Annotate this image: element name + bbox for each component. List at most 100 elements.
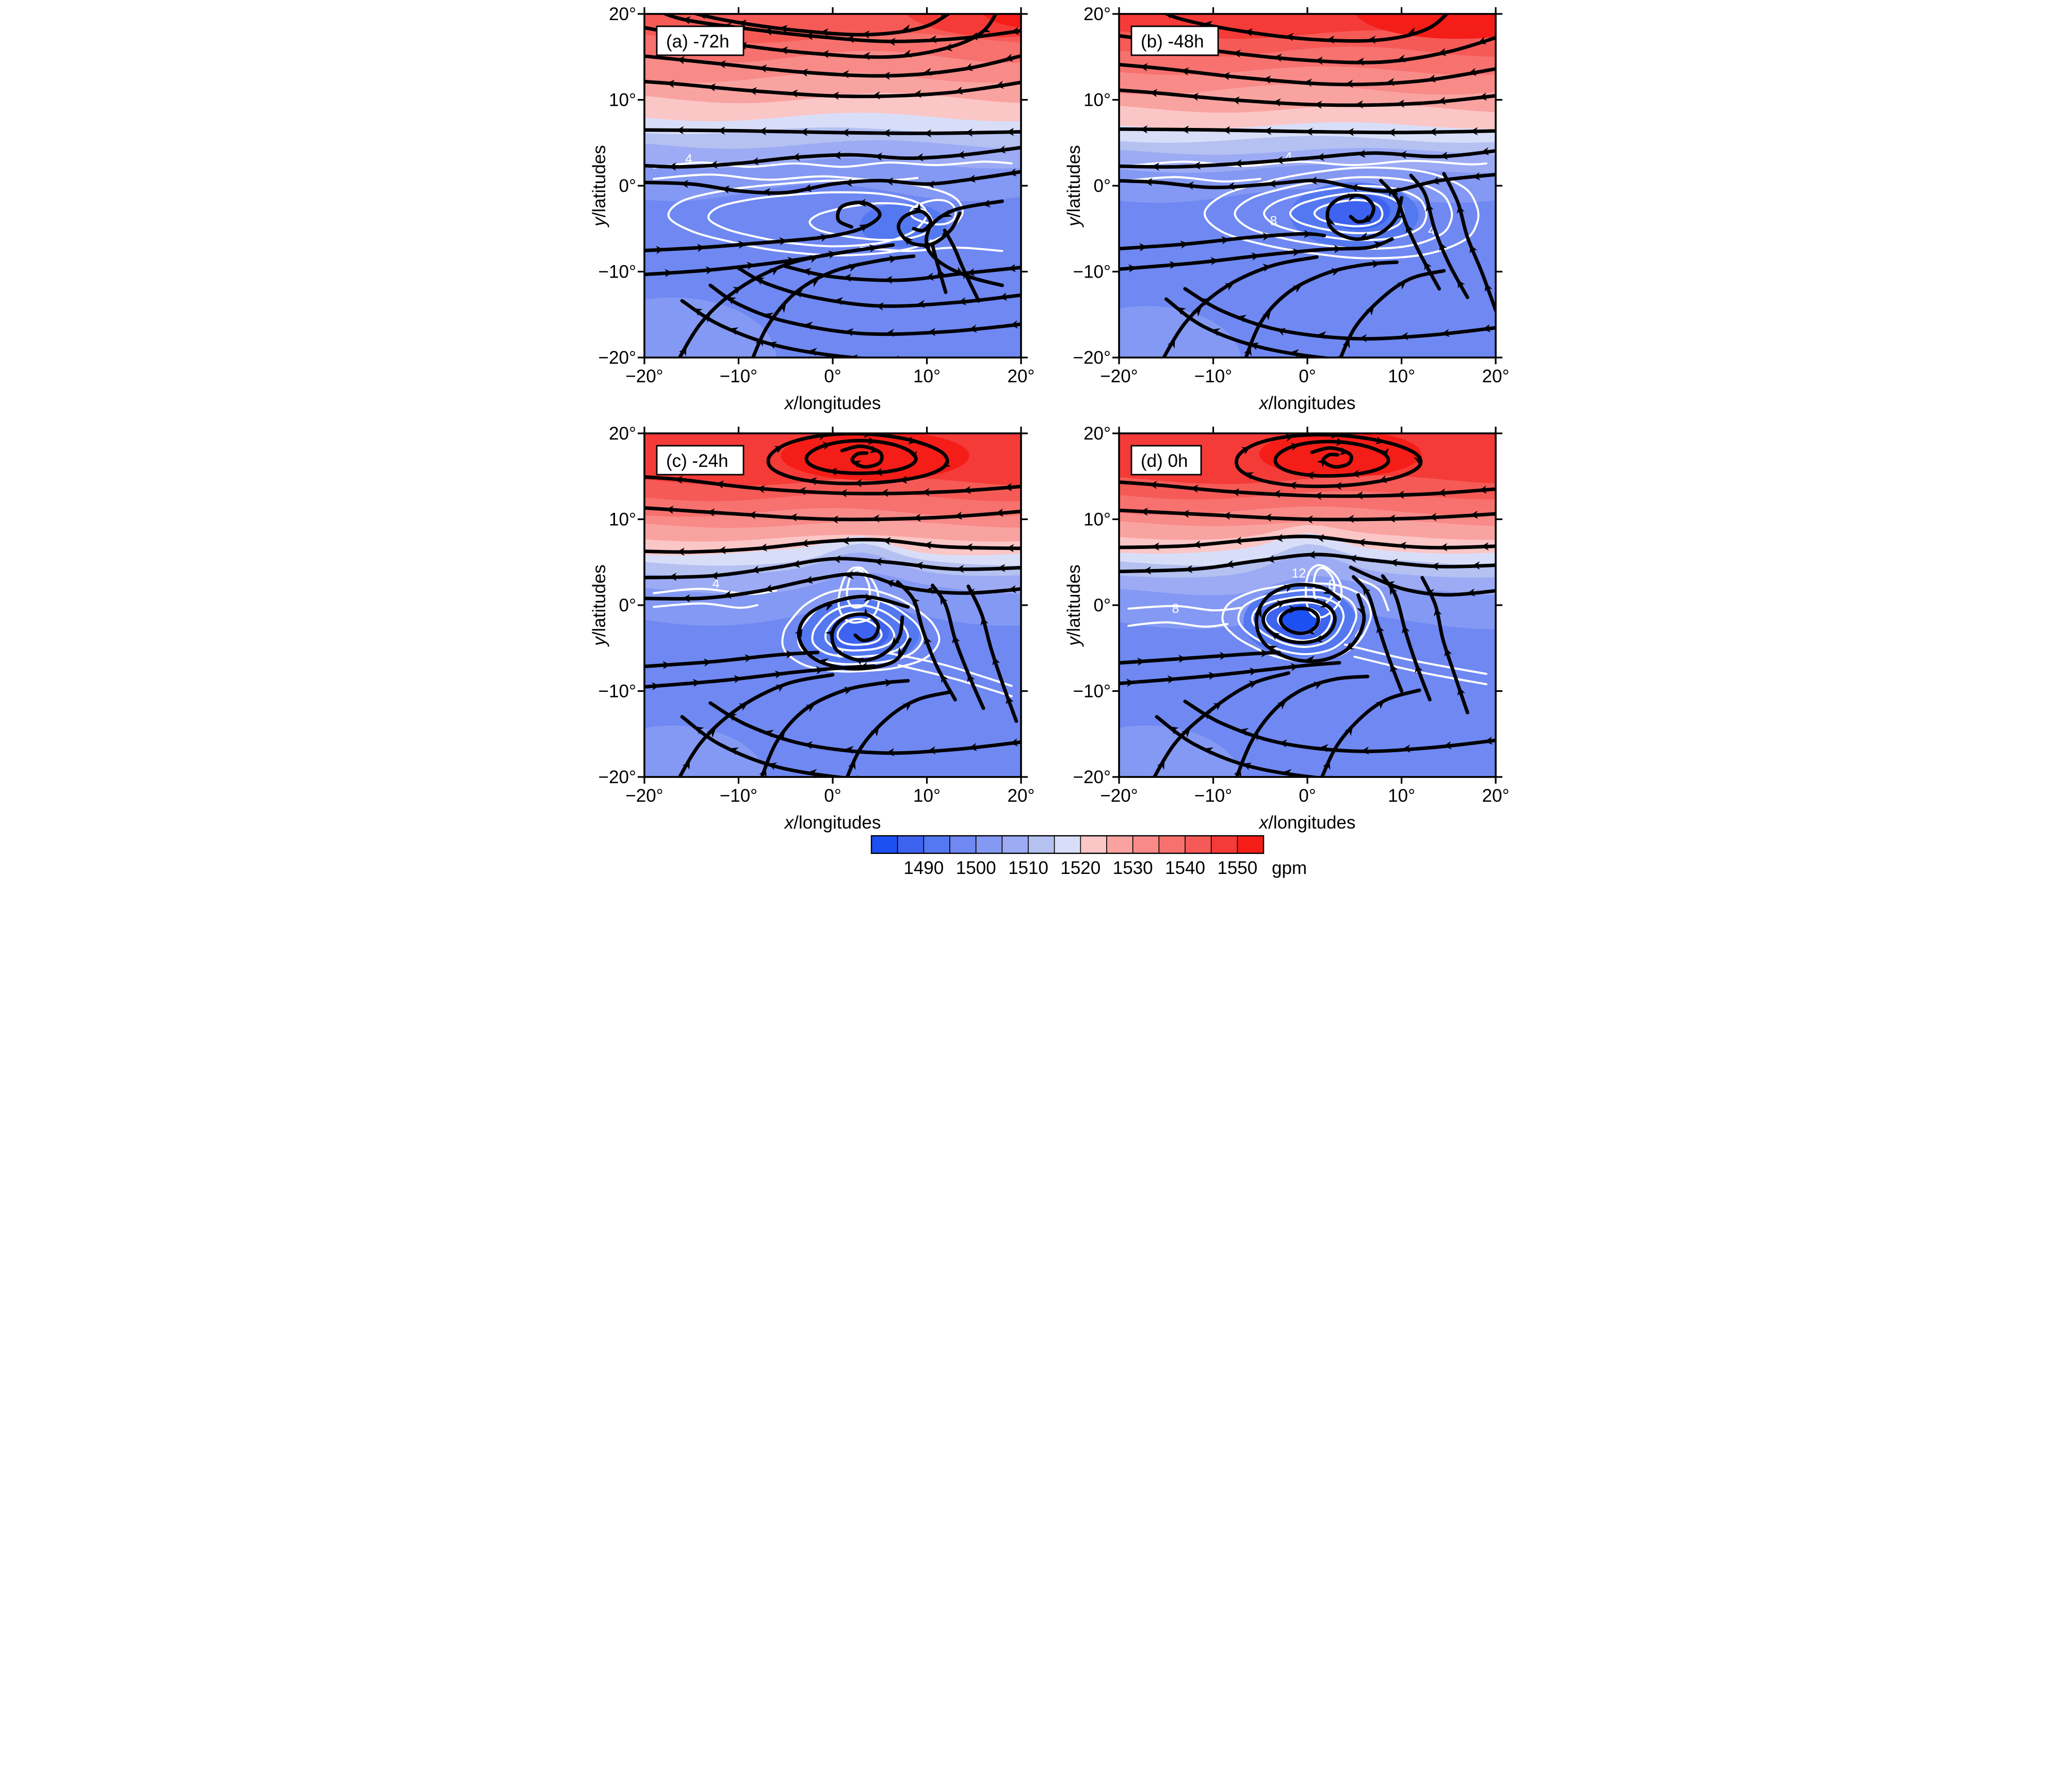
- streamline-arrowhead: [676, 126, 684, 135]
- colorbar-tick-label: 1500: [956, 858, 996, 878]
- streamline-arrowhead: [1267, 555, 1275, 563]
- streamline-arrowhead: [756, 278, 765, 285]
- streamline-arrowhead: [1336, 437, 1345, 446]
- streamline-arrowhead: [1254, 609, 1262, 619]
- white-contour: [1234, 176, 1453, 250]
- streamline-arrowhead: [905, 236, 914, 246]
- streamline: [677, 673, 835, 777]
- streamline: [1152, 671, 1290, 777]
- streamline-arrowhead: [862, 52, 870, 60]
- streamline-arrowhead: [1139, 243, 1147, 252]
- streamline-arrowhead: [1357, 538, 1366, 547]
- streamline-arrowhead: [810, 280, 819, 287]
- streamline-arrowhead: [816, 666, 824, 675]
- streamline: [1119, 88, 1496, 107]
- streamline-arrowhead: [1345, 79, 1353, 88]
- streamline-arrowhead: [995, 80, 1004, 89]
- x-tick-label: 0°: [824, 366, 841, 386]
- streamline-arrowhead: [954, 511, 963, 520]
- streamline-arrowhead: [751, 157, 759, 166]
- streamline-arrowhead: [1346, 127, 1354, 136]
- white-contour: [811, 604, 909, 658]
- streamline-arrowhead: [1157, 761, 1165, 770]
- streamline: [1235, 674, 1370, 777]
- colorbar-cell: [1001, 835, 1029, 854]
- streamline-arrowhead: [1269, 645, 1278, 654]
- streamline-arrowhead: [1243, 763, 1252, 771]
- streamline-arrowhead: [1192, 308, 1201, 317]
- streamline-arrowhead: [1264, 126, 1272, 135]
- streamline: [1273, 440, 1390, 478]
- contour-label: 4: [713, 577, 720, 591]
- streamline-arrowhead: [1010, 320, 1018, 329]
- streamline-arrowhead: [825, 630, 834, 639]
- streamline-arrowhead: [973, 363, 981, 372]
- streamline-arrowhead: [1457, 687, 1465, 696]
- y-axis-title: y/latitudes: [1064, 145, 1084, 228]
- streamline: [644, 538, 1021, 554]
- y-tick-label: 20°: [609, 424, 636, 444]
- contour-label: 8: [1328, 577, 1335, 592]
- y-tick-label: −20°: [598, 767, 636, 787]
- streamline-arrowhead: [1305, 515, 1313, 524]
- streamline-arrowhead: [1339, 447, 1348, 455]
- streamline-arrowhead: [1415, 664, 1423, 673]
- streamline-arrowhead: [1128, 264, 1137, 273]
- streamline-arrowhead: [864, 593, 872, 602]
- streamline-arrowhead: [1170, 726, 1179, 735]
- streamline-arrowhead: [1264, 513, 1272, 522]
- streamline-arrowhead: [848, 264, 857, 272]
- streamline-arrowhead: [1211, 328, 1221, 336]
- streamline-arrowhead: [928, 746, 936, 755]
- figure: 4 4 −20° −10° 0° 10° 20° 20° 10° 0° −10° −20° x/long…: [518, 0, 1554, 884]
- streamline-arrowhead: [822, 442, 831, 450]
- streamline: [784, 265, 1021, 282]
- streamline-arrowhead: [1273, 98, 1281, 107]
- streamline-arrowhead: [1387, 188, 1396, 197]
- streamline-arrowhead: [1447, 783, 1456, 791]
- streamline-arrowhead: [932, 358, 941, 367]
- streamline-arrowhead: [765, 730, 774, 738]
- panel-label: (c) -24h: [666, 451, 729, 471]
- streamline-arrowhead: [1408, 27, 1417, 36]
- streamline-arrowhead: [903, 49, 912, 58]
- arrowheads-group: [1128, 14, 1493, 358]
- streamline-arrowhead: [1241, 447, 1250, 455]
- streamline-arrowhead: [1318, 331, 1326, 339]
- ticks-group: [1112, 427, 1502, 784]
- streamline: [708, 283, 1021, 336]
- streamline: [691, 14, 951, 37]
- streamline-arrowhead: [1327, 218, 1336, 227]
- streamline-arrowhead: [678, 347, 687, 356]
- streamline: [644, 475, 1021, 496]
- streamline-arrowhead: [852, 460, 862, 468]
- colorbar-cell: [1185, 835, 1212, 854]
- x-axis-title: x/longitudes: [784, 813, 881, 833]
- white-contour: [1127, 159, 1487, 167]
- streamline-arrowhead: [1431, 562, 1439, 571]
- streamline-arrowhead: [800, 127, 808, 136]
- streamline-arrowhead: [1260, 649, 1269, 658]
- white-contour: [1203, 166, 1480, 260]
- streamline: [1352, 575, 1403, 693]
- streamline-arrowhead: [709, 160, 718, 169]
- streamline-arrowhead: [1456, 205, 1465, 214]
- streamline-arrowhead: [1314, 101, 1322, 109]
- streamline-arrowhead: [1221, 236, 1229, 245]
- streamline-arrowhead: [1262, 75, 1271, 84]
- panel-label: (d) 0h: [1141, 451, 1188, 471]
- streamline-arrowhead: [808, 348, 817, 356]
- streamline-arrowhead: [1386, 77, 1395, 86]
- streamline-arrowhead: [1315, 56, 1323, 65]
- streamline-arrowhead: [1326, 35, 1335, 44]
- y-tick-label: 0°: [619, 595, 636, 615]
- streamline-arrowhead: [1355, 491, 1363, 500]
- plot-area: 488: [644, 433, 1021, 777]
- x-tick-label: −20°: [1100, 786, 1138, 806]
- streamline-arrowhead: [1277, 702, 1286, 710]
- streamline-arrowhead: [1240, 728, 1249, 736]
- streamline-arrowhead: [869, 244, 878, 253]
- white-contour: [1304, 564, 1343, 619]
- streamline-arrowhead: [1426, 203, 1434, 212]
